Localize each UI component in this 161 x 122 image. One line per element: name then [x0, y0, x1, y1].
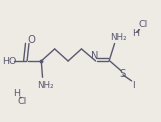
Text: HO: HO	[2, 56, 16, 66]
Text: N: N	[91, 51, 99, 61]
Text: O: O	[28, 36, 36, 46]
Text: Cl: Cl	[138, 20, 148, 29]
Text: S: S	[120, 69, 126, 79]
Text: l: l	[132, 81, 134, 90]
Text: NH₂: NH₂	[111, 33, 127, 42]
Text: H: H	[132, 29, 139, 38]
Text: NH₂: NH₂	[37, 81, 53, 90]
Text: Cl: Cl	[18, 97, 27, 106]
Text: H: H	[13, 89, 20, 98]
